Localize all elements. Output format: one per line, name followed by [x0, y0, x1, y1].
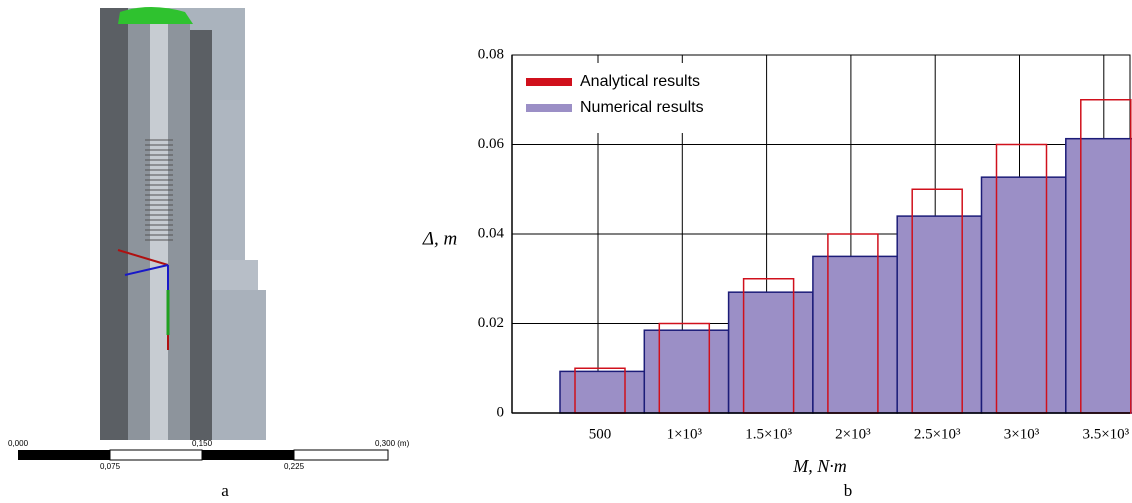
scale-label: 0,300 (m)	[375, 439, 410, 448]
y-tick-label: 0.02	[478, 315, 504, 331]
panel-label: a	[221, 481, 229, 500]
x-tick-label: 2.5×10³	[914, 426, 961, 442]
y-tick-label: 0.04	[478, 225, 505, 241]
x-tick-label: 1×10³	[667, 426, 703, 442]
scale-segment	[18, 450, 110, 460]
y-tick-label: 0.06	[478, 136, 505, 152]
page: 0,000 0,150 0,300 (m) 0,075 0,225 a b Δ,…	[0, 0, 1132, 503]
y-tick-label: 0.08	[478, 46, 504, 62]
x-tick-label: 2×10³	[835, 426, 871, 442]
scale-label: 0,000	[8, 439, 29, 448]
x-tick-label: 3.5×10³	[1082, 426, 1129, 442]
bar	[1066, 139, 1132, 413]
bar	[644, 330, 728, 413]
x-tick-label: 3×10³	[1004, 426, 1040, 442]
bar	[813, 256, 897, 413]
scale-label: 0,150	[192, 439, 213, 448]
y-tick-label: 0	[497, 404, 505, 420]
model-section	[100, 8, 128, 440]
bar	[897, 216, 981, 413]
x-tick-label: 1.5×10³	[745, 426, 792, 442]
y-axis-title: Δ, m	[422, 228, 457, 249]
scale-segment	[202, 450, 294, 460]
figure: 0,000 0,150 0,300 (m) 0,075 0,225 a b Δ,…	[0, 0, 1132, 503]
scale-segment	[294, 450, 388, 460]
scale-segment	[110, 450, 202, 460]
x-tick-label: 500	[589, 426, 612, 442]
scale-bar: 0,000 0,150 0,300 (m) 0,075 0,225	[8, 439, 410, 471]
bar	[729, 292, 813, 413]
legend-label: Numerical results	[580, 99, 704, 116]
model-render	[100, 7, 266, 440]
x-axis-title: M, N·m	[792, 456, 847, 476]
legend-swatch	[526, 104, 572, 112]
model-section	[190, 30, 212, 440]
bar	[560, 371, 644, 413]
scale-label: 0,225	[284, 462, 305, 471]
spring	[145, 140, 173, 240]
legend-swatch	[526, 78, 572, 86]
legend-label: Analytical results	[580, 73, 700, 90]
scale-label: 0,075	[100, 462, 121, 471]
panel-label: b	[844, 481, 853, 500]
bar	[982, 177, 1066, 413]
